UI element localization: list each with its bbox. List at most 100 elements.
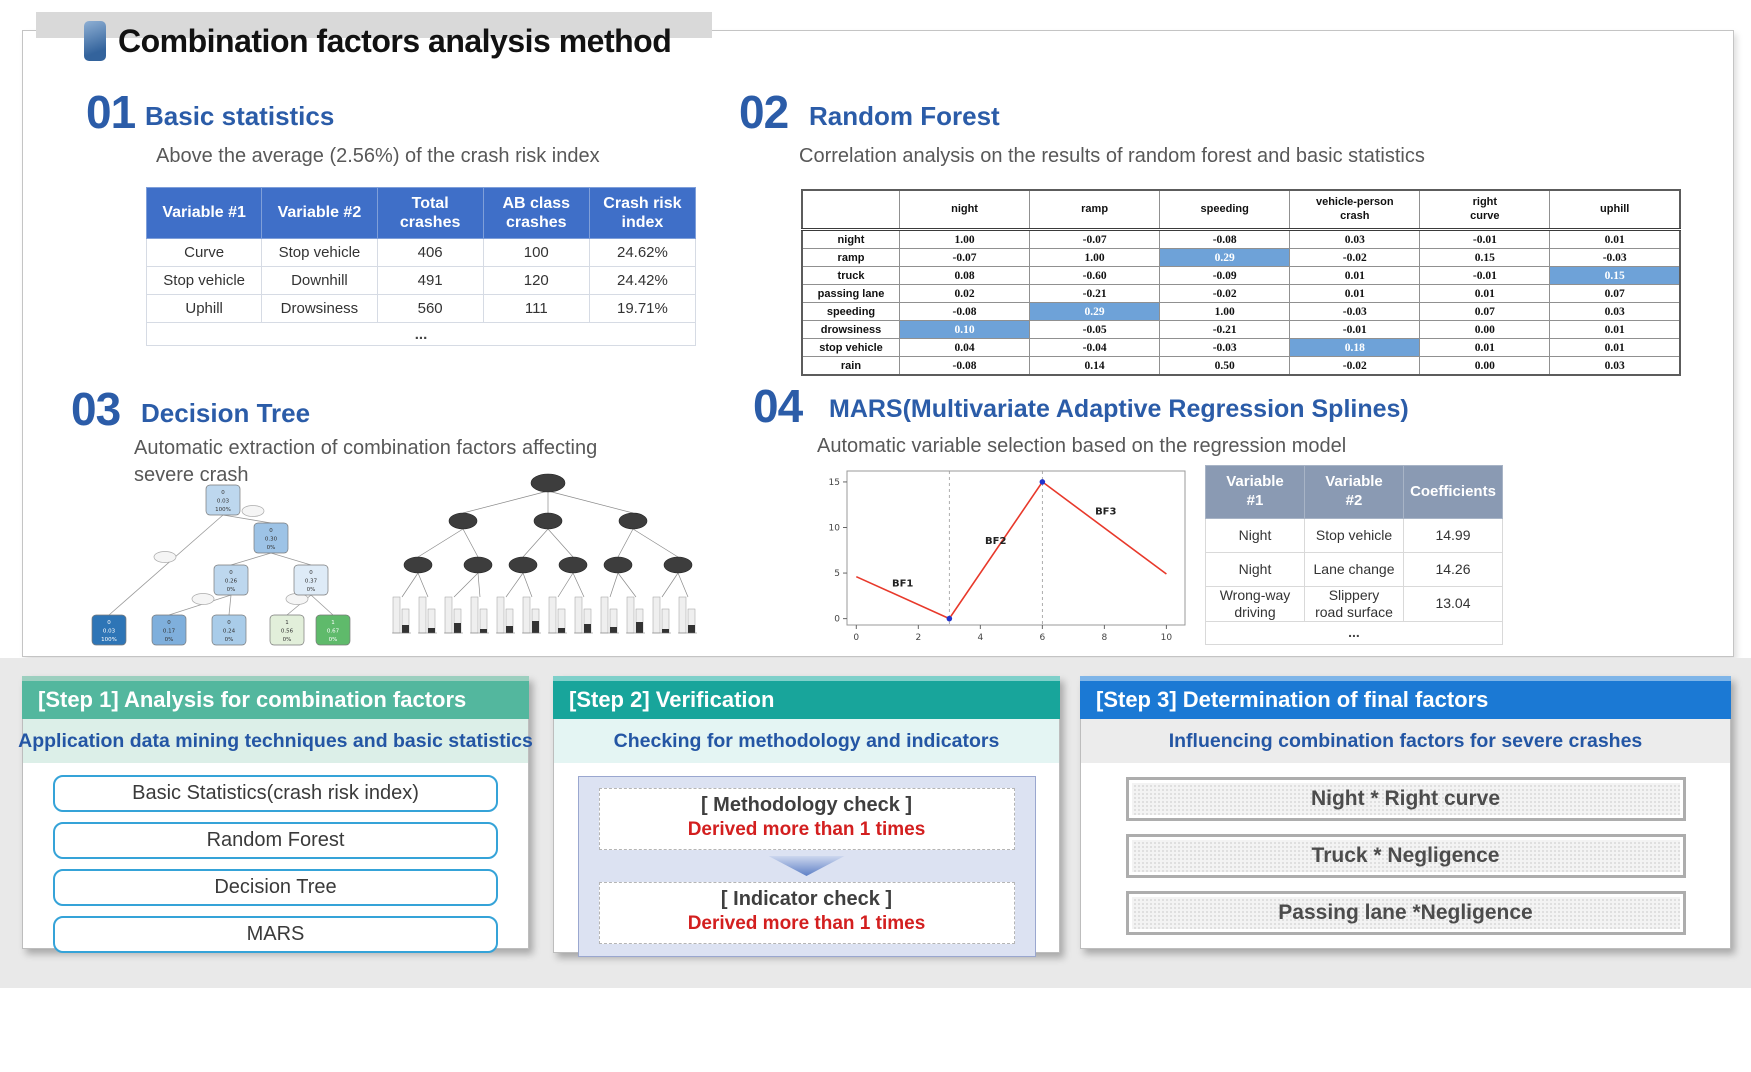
section-01-title: Basic statistics [145, 101, 335, 131]
step2-body: Checking for methodology and indicators … [553, 719, 1060, 957]
step3-body: Influencing combination factors for seve… [1080, 719, 1731, 949]
svg-text:10: 10 [1161, 633, 1173, 643]
step1-header: [Step 1] Analysis for combination factor… [22, 676, 529, 719]
decision-tree-left: 00.03100%00.300%00.260%00.370%00.03100%0… [91, 484, 351, 646]
table-cell: 491 [376, 266, 484, 295]
svg-text:100%: 100% [215, 507, 231, 513]
matrix-row-header: rain [801, 356, 900, 376]
matrix-cell: 0.01 [1549, 338, 1681, 357]
svg-text:0%: 0% [225, 637, 234, 643]
ellipsis-row: ... [146, 322, 696, 346]
table-cell: Downhill [261, 266, 378, 295]
matrix-cell: 0.01 [1289, 266, 1421, 285]
section-02-subtitle: Correlation analysis on the results of r… [799, 145, 1425, 167]
list-item: Night * Right curve [1125, 777, 1686, 821]
svg-text:100%: 100% [101, 637, 117, 643]
matrix-row: truck 0.08 -0.60 -0.09 0.01 -0.01 0.15 [801, 266, 1681, 285]
matrix-cell: -0.02 [1289, 356, 1421, 376]
svg-text:BF3: BF3 [1095, 507, 1116, 518]
step1-body: Application data mining techniques and b… [18, 719, 533, 953]
matrix-row-header: stop vehicle [801, 338, 900, 357]
matrix-cell: 0.01 [1419, 338, 1551, 357]
matrix-row: speeding -0.08 0.29 1.00 -0.03 0.07 0.03 [801, 302, 1681, 321]
step2-subtitle: Checking for methodology and indicators [554, 719, 1059, 763]
svg-text:10: 10 [829, 523, 841, 533]
section-04-number: 04 [753, 380, 803, 432]
table-cell: Night [1205, 518, 1305, 553]
matrix-column-header: night [898, 189, 1031, 231]
step1-panel: [Step 1] Analysis for combination factor… [18, 676, 533, 953]
matrix-cell: -0.08 [1159, 229, 1291, 249]
column-header: AB class crashes [482, 187, 590, 239]
column-header: Coefficients [1403, 465, 1503, 519]
section-02-number: 02 [739, 86, 789, 138]
matrix-cell: 0.01 [1549, 229, 1681, 249]
table-cell: Uphill [145, 294, 263, 323]
svg-text:0: 0 [221, 490, 225, 496]
matrix-cell: -0.03 [1159, 338, 1291, 357]
title-bullet-icon [84, 21, 106, 61]
table-row: Night Stop vehicle 14.99 [1205, 518, 1503, 553]
svg-text:0.03: 0.03 [217, 499, 230, 505]
matrix-cell: -0.21 [1159, 320, 1291, 339]
step2-panel: [Step 2] Verification Checking for metho… [553, 676, 1060, 957]
matrix-column-header: right curve [1419, 189, 1551, 231]
step3-factor-list: Night * Right curve Truck * Negligence Pas… [1081, 763, 1730, 935]
svg-text:0: 0 [834, 615, 840, 625]
table-cell: 14.26 [1403, 552, 1503, 587]
list-item: MARS [53, 916, 498, 953]
svg-text:1: 1 [285, 620, 289, 626]
table-cell: 111 [482, 294, 590, 323]
matrix-cell: 1.00 [1159, 302, 1291, 321]
svg-text:2: 2 [915, 633, 921, 643]
svg-text:0: 0 [167, 620, 171, 626]
verification-flow: [ Methodology check ] Derived more than 1… [577, 776, 1036, 957]
table-cell: 14.99 [1403, 518, 1503, 553]
svg-text:0.03: 0.03 [103, 629, 116, 635]
matrix-cell: -0.09 [1159, 266, 1291, 285]
matrix-row-header: truck [801, 266, 900, 285]
matrix-cell: 0.00 [1419, 320, 1551, 339]
svg-text:0.30: 0.30 [265, 537, 278, 543]
check-title: [ Methodology check ] [700, 794, 913, 816]
column-header: Total crashes [376, 187, 484, 239]
matrix-cell: 0.01 [1289, 284, 1421, 303]
svg-text:6: 6 [1039, 633, 1045, 643]
step1-method-list: Basic Statistics(crash risk index) Random… [23, 763, 528, 953]
table-cell: Wrong-way driving [1205, 586, 1305, 622]
table-cell: Drowsiness [261, 294, 378, 323]
table-cell: Stop vehicle [145, 266, 263, 295]
down-arrow-icon [768, 856, 845, 876]
step1-subtitle: Application data mining techniques and b… [18, 719, 533, 763]
check-title: [ Indicator check ] [720, 888, 893, 910]
table-cell: 24.42% [588, 266, 697, 295]
matrix-row: ramp -0.07 1.00 0.29 -0.02 0.15 -0.03 [801, 248, 1681, 267]
svg-text:0.26: 0.26 [225, 579, 238, 585]
list-item: Basic Statistics(crash risk index) [53, 775, 498, 812]
list-item: Random Forest [53, 822, 498, 859]
ellipsis-row: ... [1205, 620, 1503, 645]
matrix-row: drowsiness 0.10 -0.05 -0.21 -0.01 0.00 0.01 [801, 320, 1681, 339]
column-header: Crash risk index [588, 187, 697, 239]
matrix-cell: 0.04 [898, 338, 1031, 357]
table-row: Wrong-way driving Slippery road surface 13… [1205, 586, 1503, 622]
matrix-row: stop vehicle 0.04 -0.04 -0.03 0.18 0.01 0.01 [801, 338, 1681, 357]
basic-stats-table: Variable #1 Variable #2 Total crashes AB cl… [145, 187, 697, 346]
svg-text:BF1: BF1 [892, 579, 913, 590]
svg-text:0: 0 [107, 620, 111, 626]
table-cell: 19.71% [588, 294, 697, 323]
matrix-cell: -0.05 [1029, 320, 1161, 339]
mars-chart: 0 2 4 6 8 10 0 5 10 15 BF1 BF2 BF3 [829, 470, 1186, 643]
table-cell: 100 [482, 238, 590, 267]
matrix-cell: 0.07 [1419, 302, 1551, 321]
section-03-subtitle: Automatic extraction of combination fact… [134, 437, 598, 486]
section-03-title: Decision Tree [141, 398, 311, 428]
matrix-cell: 0.08 [898, 266, 1031, 285]
matrix-cell: -0.08 [898, 356, 1031, 376]
table-cell: 406 [376, 238, 484, 267]
svg-text:0.24: 0.24 [223, 629, 236, 635]
matrix-column-header: ramp [1029, 189, 1161, 231]
page-title-block: Combination factors analysis method [36, 12, 712, 70]
check-box: [ Methodology check ] Derived more than 1… [598, 788, 1015, 850]
